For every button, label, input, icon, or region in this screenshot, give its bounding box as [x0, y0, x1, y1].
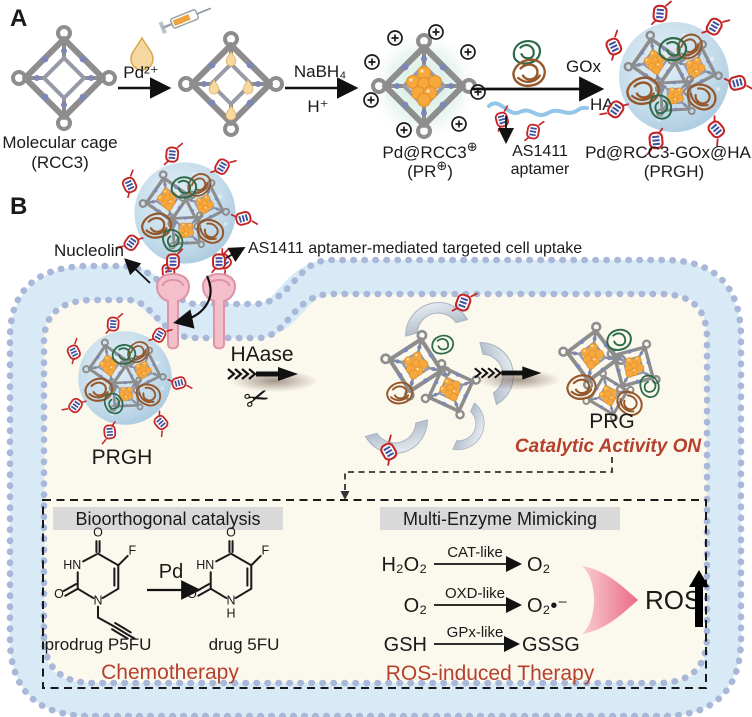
- atom-o: O: [93, 525, 103, 539]
- reactant: O₂: [404, 595, 427, 617]
- bioorthogonal-title: Bioorthogonal catalysis: [75, 509, 260, 529]
- drug-label: drug 5FU: [209, 635, 280, 654]
- bioorthogonal-header-bg: [53, 507, 283, 530]
- uptake-arrow: [225, 247, 246, 263]
- atom-f: F: [129, 543, 137, 557]
- panel-a-label: A: [10, 5, 27, 32]
- atom-f: F: [262, 543, 270, 557]
- enzyme-title: Multi-Enzyme Mimicking: [403, 509, 597, 529]
- pd-ion-label: Pd²⁺: [123, 63, 158, 82]
- pd-rcc3-cage-icon: [363, 24, 486, 142]
- ros-arrow-icon: [582, 566, 638, 634]
- enzyme-row: GSH GPx-like GSSG: [384, 624, 580, 656]
- reactant: H₂O₂: [381, 554, 427, 576]
- product: O₂: [527, 554, 550, 576]
- as1411-sublabel: aptamer: [511, 161, 570, 178]
- ros-label: ROS: [645, 585, 701, 615]
- pd-catalyst-label: Pd: [159, 561, 183, 583]
- atom-n: N: [93, 593, 102, 607]
- enzyme-label: GPx-like: [447, 624, 504, 641]
- drug-structure: O F HN O N H: [187, 525, 269, 620]
- gox-protein-icon: [512, 39, 546, 88]
- chemotherapy-label: Chemotherapy: [101, 661, 239, 684]
- h-plus-label: H⁺: [307, 97, 328, 116]
- molecular-cage-label: Molecular cage: [2, 133, 117, 152]
- molecular-cage-sublabel: (RCC3): [31, 153, 89, 172]
- gox-label: GOx: [566, 57, 601, 76]
- panel-b-label: B: [10, 193, 27, 220]
- endocytosis-arrow: [173, 275, 212, 329]
- cage-with-pd-ions-icon: [180, 33, 282, 135]
- prgh-label: PRGH: [92, 446, 153, 469]
- up-arrow-icon: [689, 570, 709, 627]
- molecular-cage-icon: [13, 27, 115, 129]
- syringe-icon: [158, 7, 212, 35]
- prgh-name-label: Pd@RCC3-GOx@HA: [585, 143, 751, 162]
- haase-label: HAase: [230, 343, 293, 366]
- prgh-abbr-label: (PRGH): [644, 162, 704, 181]
- atom-hn: HN: [196, 558, 214, 572]
- atom-h: H: [226, 607, 235, 621]
- dashed-callout-line: [344, 457, 613, 492]
- product: GSSG: [522, 634, 580, 656]
- nabh4-label: NaBH₄: [294, 62, 346, 81]
- enzyme-row: H₂O₂ CAT-like O₂: [381, 544, 550, 576]
- atom-o: O: [226, 525, 236, 539]
- prgh-nanoparticle-icon: [600, 0, 752, 154]
- membrane-outer-dots: [6, 256, 745, 717]
- dashed-callout-arrowhead: [340, 491, 350, 500]
- atom-o: O: [187, 587, 197, 601]
- product: O₂•⁻: [527, 595, 568, 617]
- atom-hn: HN: [63, 558, 81, 572]
- ros-therapy-label: ROS-induced Therapy: [386, 662, 595, 685]
- ha-chain-icon: [487, 101, 589, 117]
- reactant: GSH: [384, 634, 427, 656]
- pr-abbr-label: (PR⊕): [407, 158, 453, 181]
- prgh-nanoparticle-icon: [117, 142, 257, 284]
- enzyme-label: OXD-like: [445, 585, 505, 602]
- atom-o: O: [54, 587, 64, 601]
- aptamer-icon: [524, 118, 545, 144]
- as1411-label: AS1411: [512, 143, 568, 160]
- therapy-box: [42, 499, 707, 689]
- nucleolin-arrow: [124, 258, 151, 284]
- prodrug-label: prodrug P5FU: [45, 635, 152, 654]
- enzyme-header-bg: [380, 507, 620, 530]
- prodrug-structure: O F HN O N: [54, 525, 137, 640]
- enzyme-row: O₂ OXD-like O₂•⁻: [404, 585, 568, 617]
- membrane-inner-dots: [40, 290, 711, 687]
- catalytic-activity-label: Catalytic Activity ON: [515, 436, 702, 457]
- prg-label: PRG: [589, 410, 635, 433]
- enzyme-label: CAT-like: [447, 544, 503, 561]
- pr-name-label: Pd@RCC3⊕: [382, 139, 477, 162]
- nucleolin-label: Nucleolin: [54, 241, 124, 260]
- atom-n: N: [226, 593, 235, 607]
- uptake-label: AS1411 aptamer-mediated targeted cell up…: [248, 240, 582, 257]
